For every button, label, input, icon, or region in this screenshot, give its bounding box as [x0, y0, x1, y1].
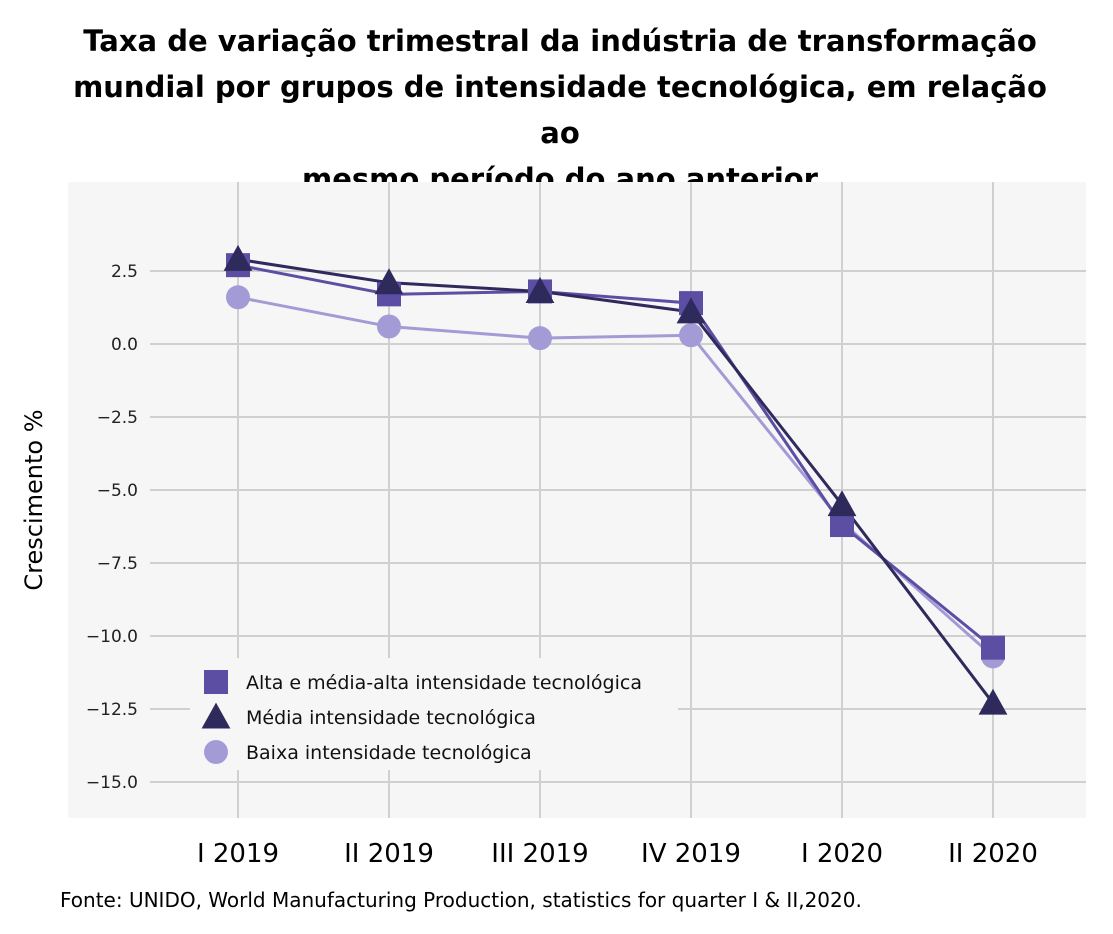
y-tick-label: 0.0 [111, 335, 138, 355]
data-point-circle [679, 323, 703, 348]
data-point-triangle [676, 297, 706, 324]
y-tick-label: −2.5 [97, 408, 138, 428]
chart-title-line-2: mundial por grupos de intensidade tecnol… [73, 70, 1047, 150]
x-tick-labels: I 2019 II 2019 III 2019 IV 2019 I 2020 II 202… [197, 839, 1038, 869]
x-tick-label: III 2019 [491, 839, 588, 869]
legend-label: Alta e média-alta intensidade tecnológic… [246, 672, 642, 694]
chart-title: Taxa de variação trimestral da indústria… [60, 18, 1060, 202]
x-tick-label: II 2019 [344, 839, 434, 869]
x-tick-label: I 2019 [197, 839, 279, 869]
chart-title-line-1: Taxa de variação trimestral da indústria… [83, 24, 1037, 58]
data-point-square [981, 635, 1005, 660]
y-tick-label: −7.5 [97, 554, 138, 574]
y-tick-label: −12.5 [86, 700, 138, 720]
series-lines [237, 257, 995, 705]
legend-box [190, 658, 678, 770]
data-point-circle [226, 285, 250, 310]
y-tick-label: −10.0 [86, 627, 138, 647]
legend: Alta e média-alta intensidade tecnológic… [190, 658, 678, 770]
x-tick-label: IV 2019 [641, 839, 741, 869]
legend-label: Média intensidade tecnológica [246, 707, 536, 729]
y-tick-labels: 2.5 0.0 −2.5 −5.0 −7.5 −10.0 −12.5 −15.0 [86, 262, 138, 793]
y-tick-label: 2.5 [111, 262, 138, 282]
data-point-circle [528, 326, 552, 351]
data-point-triangle [827, 490, 857, 517]
series-line-square [237, 263, 994, 649]
x-tick-label: I 2020 [801, 839, 883, 869]
y-tick-label: −5.0 [97, 481, 138, 501]
legend-marker-circle [204, 740, 228, 764]
legend-marker-triangle [201, 702, 231, 729]
series-markers [223, 244, 1008, 715]
series-line-triangle [237, 257, 995, 705]
y-axis-label: Crescimento % [20, 409, 48, 590]
data-point-triangle [525, 277, 555, 303]
legend-marker-square [204, 670, 228, 694]
data-point-triangle [223, 244, 253, 271]
data-point-triangle [978, 688, 1008, 715]
data-point-circle [377, 314, 401, 339]
legend-label: Baixa intensidade tecnológica [246, 742, 532, 764]
data-point-square [830, 513, 854, 538]
x-tick-label: II 2020 [948, 839, 1038, 869]
data-point-triangle [374, 268, 404, 295]
source-note: Fonte: UNIDO, World Manufacturing Produc… [60, 888, 862, 912]
y-tick-label: −15.0 [86, 773, 138, 793]
